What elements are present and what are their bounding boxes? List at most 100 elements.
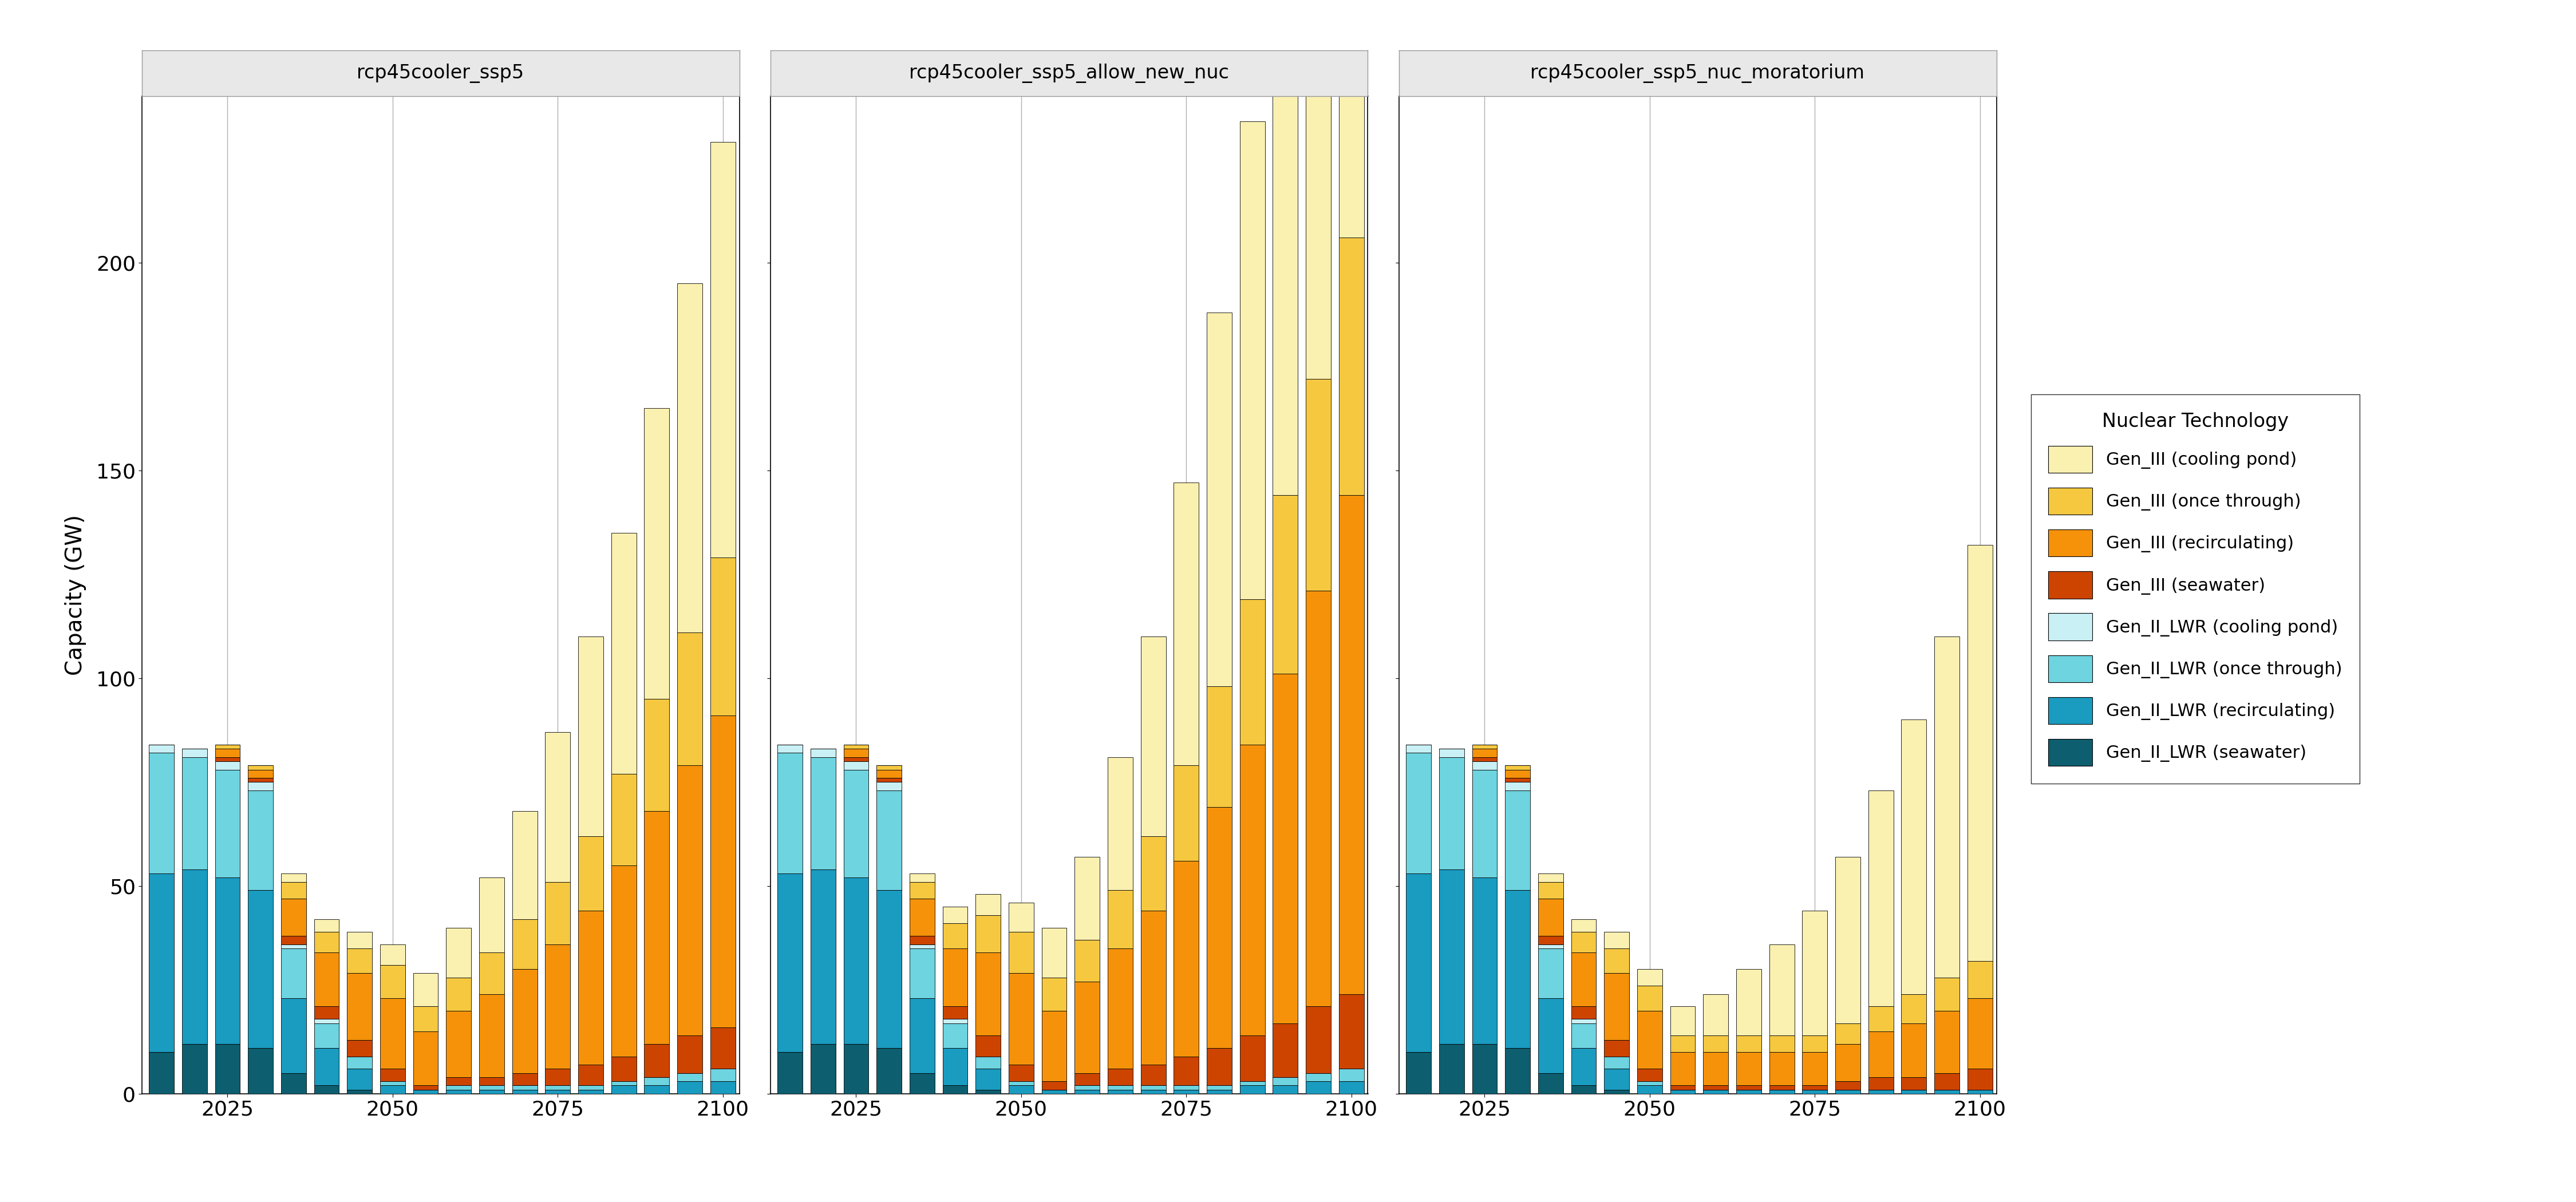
- Bar: [1736, 969, 1762, 1036]
- Bar: [1406, 1052, 1432, 1094]
- Bar: [1239, 1085, 1265, 1094]
- Bar: [1273, 0, 1298, 495]
- Bar: [412, 1006, 438, 1031]
- Bar: [1141, 637, 1167, 837]
- Bar: [281, 882, 307, 898]
- Bar: [1239, 744, 1265, 1036]
- Bar: [1935, 637, 1960, 977]
- Bar: [1803, 1090, 1826, 1094]
- Bar: [1440, 757, 1463, 869]
- Bar: [1206, 1048, 1231, 1085]
- Bar: [1504, 766, 1530, 769]
- Bar: [412, 974, 438, 1006]
- Bar: [314, 1019, 340, 1023]
- Bar: [348, 932, 371, 948]
- Bar: [1175, 483, 1198, 766]
- Bar: [1571, 1019, 1597, 1023]
- Bar: [1638, 969, 1662, 986]
- Bar: [677, 284, 703, 632]
- Bar: [677, 1082, 703, 1094]
- Bar: [446, 928, 471, 977]
- Bar: [412, 1031, 438, 1085]
- Bar: [811, 757, 835, 869]
- Bar: [247, 891, 273, 1048]
- Bar: [778, 874, 804, 1052]
- Bar: [976, 952, 999, 1036]
- Bar: [446, 1077, 471, 1085]
- Bar: [1206, 1085, 1231, 1090]
- Bar: [1471, 1043, 1497, 1094]
- Bar: [611, 1057, 636, 1082]
- Bar: [909, 1073, 935, 1094]
- Bar: [1206, 686, 1231, 807]
- Bar: [1901, 994, 1927, 1023]
- Bar: [381, 998, 404, 1069]
- Bar: [183, 1043, 206, 1094]
- Bar: [1703, 1052, 1728, 1085]
- Bar: [214, 757, 240, 761]
- Bar: [1968, 960, 1991, 998]
- Text: rcp45cooler_ssp5: rcp45cooler_ssp5: [358, 64, 523, 83]
- Bar: [1803, 911, 1826, 1036]
- Bar: [943, 923, 969, 948]
- Bar: [1538, 945, 1564, 948]
- Bar: [1605, 1069, 1628, 1090]
- Bar: [1770, 1052, 1795, 1085]
- Bar: [1770, 1036, 1795, 1052]
- Bar: [281, 874, 307, 882]
- Bar: [1669, 1085, 1695, 1090]
- Bar: [1141, 1090, 1167, 1094]
- Bar: [1239, 599, 1265, 744]
- Bar: [976, 1090, 999, 1094]
- Bar: [513, 1090, 538, 1094]
- Bar: [479, 1090, 505, 1094]
- Bar: [1935, 977, 1960, 1011]
- Bar: [412, 1085, 438, 1090]
- Bar: [546, 945, 569, 1069]
- Bar: [976, 894, 999, 915]
- Bar: [1074, 1073, 1100, 1085]
- Bar: [577, 1065, 603, 1085]
- Bar: [943, 1019, 969, 1023]
- Bar: [711, 1082, 734, 1094]
- Bar: [1471, 744, 1497, 749]
- Legend: Gen_III (cooling pond), Gen_III (once through), Gen_III (recirculating), Gen_III: Gen_III (cooling pond), Gen_III (once th…: [2030, 394, 2360, 784]
- Bar: [943, 1006, 969, 1019]
- Bar: [1605, 1090, 1628, 1094]
- Bar: [1504, 891, 1530, 1048]
- Bar: [842, 757, 868, 761]
- Bar: [1010, 1085, 1033, 1094]
- Bar: [1340, 1082, 1363, 1094]
- Bar: [381, 1069, 404, 1082]
- Bar: [1703, 1090, 1728, 1094]
- Bar: [1306, 1082, 1332, 1094]
- Bar: [1273, 1077, 1298, 1085]
- Bar: [1406, 874, 1432, 1052]
- Bar: [1471, 769, 1497, 877]
- Bar: [577, 911, 603, 1065]
- Bar: [1736, 1090, 1762, 1094]
- Bar: [1834, 1043, 1860, 1082]
- Bar: [577, 837, 603, 911]
- Bar: [976, 1069, 999, 1090]
- Bar: [183, 869, 206, 1043]
- Bar: [214, 761, 240, 769]
- Bar: [1571, 1006, 1597, 1019]
- Bar: [1010, 903, 1033, 932]
- Bar: [1901, 1077, 1927, 1090]
- Bar: [943, 906, 969, 923]
- Bar: [1141, 1085, 1167, 1090]
- Bar: [1669, 1036, 1695, 1052]
- Bar: [1703, 1085, 1728, 1090]
- Bar: [1440, 749, 1463, 757]
- Text: rcp45cooler_ssp5_nuc_moratorium: rcp45cooler_ssp5_nuc_moratorium: [1530, 64, 1865, 83]
- Bar: [1471, 877, 1497, 1043]
- Bar: [943, 1048, 969, 1085]
- Bar: [1736, 1085, 1762, 1090]
- Bar: [1504, 769, 1530, 778]
- Bar: [281, 998, 307, 1073]
- Bar: [711, 715, 734, 1028]
- Bar: [611, 1082, 636, 1085]
- Bar: [348, 1057, 371, 1069]
- Bar: [1968, 998, 1991, 1069]
